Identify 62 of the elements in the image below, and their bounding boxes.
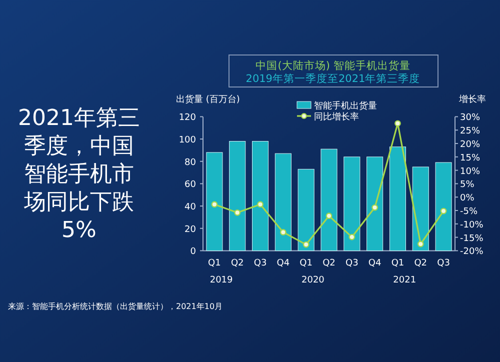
legend-label: 智能手机出货量 bbox=[314, 100, 377, 112]
text: 2019 bbox=[210, 276, 234, 286]
y-tick-label: 0 bbox=[190, 247, 196, 258]
point bbox=[440, 208, 447, 214]
point bbox=[257, 201, 264, 208]
y2-tick-label: -20% bbox=[460, 247, 484, 258]
y2-tick-label: 30% bbox=[460, 113, 480, 124]
y2-tick-label: 25% bbox=[460, 126, 480, 137]
bar bbox=[206, 152, 223, 251]
x-tick-label: Q2 bbox=[414, 258, 428, 269]
y2-tick-label: -15% bbox=[460, 234, 484, 244]
y-tick-label: 20 bbox=[184, 224, 196, 235]
bar bbox=[274, 153, 292, 251]
y-axis-title: 出货量 (百万台) bbox=[176, 94, 240, 105]
y2-tick-label: -5% bbox=[460, 207, 478, 217]
bar bbox=[435, 162, 452, 251]
bar bbox=[252, 141, 269, 251]
point bbox=[372, 204, 378, 211]
bar bbox=[412, 166, 429, 251]
x-tick-label: Q1 bbox=[391, 258, 404, 269]
x-tick-label: Q1 bbox=[300, 258, 312, 269]
chart-title: 中国(大陆市场) 智能手机出货量 bbox=[256, 59, 410, 72]
text: 2021 bbox=[393, 276, 416, 286]
text: 2021年第三季度，中国智能手机市场同比下跌5% bbox=[17, 105, 141, 245]
y2-tick-label: 15% bbox=[460, 153, 480, 164]
bar bbox=[298, 168, 314, 251]
x-tick-label: Q3 bbox=[346, 258, 358, 269]
point bbox=[234, 209, 241, 216]
bar bbox=[229, 141, 246, 251]
point bbox=[394, 120, 401, 127]
point bbox=[326, 212, 332, 220]
source-note: 来源：智能手机分析统计数据（出货量统计），2021年10月 bbox=[8, 302, 223, 311]
x-tick-label: Q4 bbox=[276, 258, 290, 269]
y2-tick-label: 10% bbox=[460, 166, 480, 177]
y2-tick-label: 20% bbox=[460, 140, 480, 150]
y-tick-label: 40 bbox=[184, 202, 196, 213]
bar bbox=[344, 156, 360, 251]
point bbox=[417, 240, 424, 248]
x-tick-label: Q2 bbox=[322, 258, 336, 269]
x-tick-label: Q2 bbox=[230, 258, 244, 269]
x-tick-label: Q1 bbox=[208, 258, 221, 269]
x-tick-label: Q3 bbox=[437, 258, 450, 269]
y-tick-label: 100 bbox=[178, 136, 196, 146]
text: 2020 bbox=[302, 276, 325, 286]
y2-tick-label: 0% bbox=[460, 194, 475, 204]
bar bbox=[320, 148, 338, 251]
y-tick-label: 80 bbox=[184, 158, 196, 168]
y2-tick-label: -10% bbox=[460, 220, 484, 230]
legend-label: 同比增长率 bbox=[314, 112, 359, 122]
y2-tick-label: 5% bbox=[460, 180, 475, 190]
point bbox=[302, 241, 310, 248]
bar bbox=[389, 146, 406, 251]
y2-axis-title: 增长率 bbox=[458, 94, 486, 105]
point bbox=[211, 201, 218, 208]
y-tick-label: 60 bbox=[184, 180, 196, 190]
point bbox=[280, 229, 286, 236]
x-tick-label: Q4 bbox=[368, 258, 382, 269]
point bbox=[348, 234, 356, 240]
bar bbox=[366, 156, 384, 251]
chart-subtitle: 2019年第一季度至2021年第三季度 bbox=[246, 72, 420, 85]
x-tick-label: Q3 bbox=[254, 258, 267, 269]
y-tick-label: 120 bbox=[178, 113, 196, 124]
